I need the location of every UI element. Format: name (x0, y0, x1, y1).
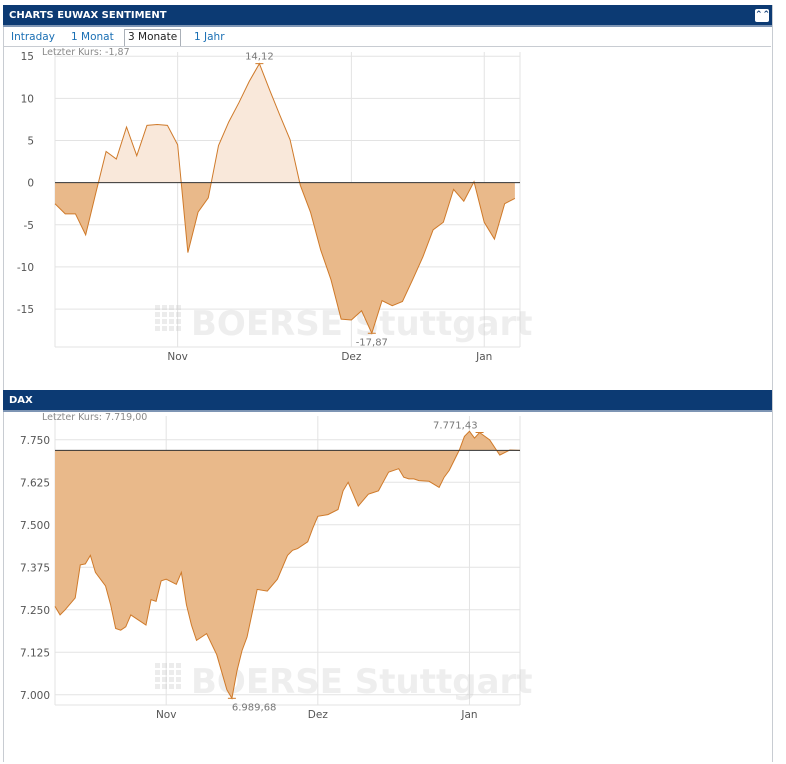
x-tick-label: Jan (475, 351, 492, 363)
x-tick-label: Dez (341, 351, 362, 363)
chart-2: BOERSE Stuttgart 7.750 7.625 7.500 7.375 7.25… (20, 412, 533, 721)
y-tick-label: 15 (21, 51, 34, 63)
x-tick-label: Dez (308, 709, 329, 721)
panel-header-dax: DAX (3, 390, 772, 412)
tab-intraday[interactable]: Intraday (11, 31, 55, 43)
double-chevron-up-icon[interactable]: ⌃⌃ (755, 9, 771, 22)
tab-1-monat[interactable]: 1 Monat (71, 31, 114, 43)
x-tick-label: Jan (460, 709, 477, 721)
y-tick-label: -10 (17, 262, 34, 274)
y-tick-label: 7.750 (20, 435, 50, 447)
y-tick-label: -5 (24, 220, 34, 232)
last-price-label: Letzter Kurs: -1,87 (42, 47, 130, 58)
extreme-label: 7.771,43 (433, 421, 478, 432)
tab-1-jahr[interactable]: 1 Jahr (194, 31, 225, 43)
tab-3-monate[interactable]: 3 Monate (124, 29, 182, 46)
y-tick-label: 0 (27, 178, 34, 190)
area-below-baseline (55, 182, 515, 334)
x-tick-label: Nov (167, 351, 188, 363)
y-tick-label: 7.125 (20, 647, 50, 659)
series-line (54, 62, 516, 335)
y-tick-label: 7.500 (20, 520, 50, 532)
y-tick-label: -15 (17, 304, 34, 316)
last-price-label: Letzter Kurs: 7.719,00 (42, 412, 147, 423)
watermark-text: BOERSE Stuttgart (191, 662, 533, 702)
x-tick-label: Nov (156, 709, 177, 721)
y-tick-label: 5 (27, 136, 34, 148)
extreme-label: 6.989,68 (232, 702, 277, 713)
panel-title: CHARTS EUWAX SENTIMENT (9, 10, 167, 21)
area-below-baseline (55, 450, 520, 699)
extreme-label: -17,87 (356, 337, 388, 348)
watermark-logo: BOERSE Stuttgart (155, 662, 533, 702)
y-tick-label: 7.375 (20, 562, 50, 574)
panel-header-euwax: CHARTS EUWAX SENTIMENT ⌃⌃ (3, 5, 772, 27)
widget-frame (3, 5, 773, 762)
extreme-label: 14,12 (245, 52, 274, 63)
series-line (54, 430, 521, 700)
y-tick-label: 7.000 (20, 690, 50, 702)
area-above-baseline (98, 63, 475, 183)
y-tick-label: 7.250 (20, 605, 50, 617)
panel-title: DAX (9, 395, 33, 406)
period-tabs: Intraday 1 Monat 3 Monate 1 Jahr (4, 28, 771, 47)
area-above-baseline (55, 431, 520, 451)
y-tick-label: 10 (21, 93, 34, 105)
y-tick-label: 7.625 (20, 477, 50, 489)
